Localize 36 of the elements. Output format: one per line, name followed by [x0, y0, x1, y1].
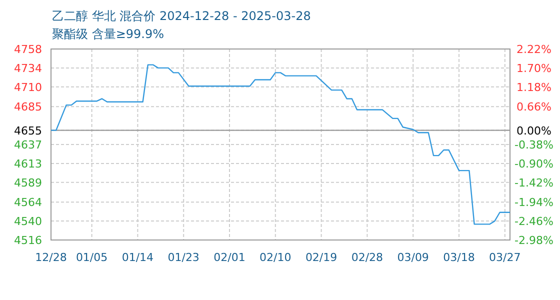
y-tick-label: 4516	[14, 234, 42, 247]
x-tick-label: 01/23	[168, 251, 200, 264]
y-tick-label: 4685	[14, 100, 42, 114]
x-tick-label: 02/01	[214, 251, 246, 264]
y-tick-label: 4655	[14, 124, 42, 138]
y-tick-label: 4734	[14, 62, 42, 75]
y2-tick-label: -1.94%	[514, 196, 554, 209]
y2-tick-label: 1.70%	[516, 62, 552, 76]
y2-tick-label: -1.42%	[514, 176, 554, 190]
y-tick-label: 4564	[14, 196, 42, 210]
y-tick-label: 4637	[14, 138, 42, 152]
y-tick-label: 4758	[14, 43, 42, 56]
x-tick-label: 12/28	[35, 251, 67, 264]
y-tick-label: 4710	[14, 80, 42, 94]
x-tick-label: 01/05	[76, 251, 108, 264]
line-series	[50, 64, 511, 225]
y2-tick-label: -2.46%	[514, 214, 554, 228]
x-tick-label: 03/09	[397, 251, 429, 264]
x-tick-label: 02/28	[351, 251, 384, 264]
y2-tick-label: 0.00%	[516, 124, 552, 138]
chart-subtitle: 聚酯级 含量≥99.9%	[52, 27, 164, 41]
y2-tick-label: 2.22%	[516, 43, 552, 56]
x-tick-label: 01/14	[122, 251, 154, 264]
y2-tick-label: 0.66%	[516, 100, 552, 114]
y-tick-label: 4540	[14, 215, 42, 228]
x-tick-label: 03/18	[443, 251, 475, 264]
y2-tick-label: -0.90%	[514, 158, 554, 171]
x-tick-label: 02/10	[260, 251, 292, 264]
y2-tick-label: 1.18%	[516, 81, 552, 94]
y2-tick-label: -2.98%	[514, 234, 554, 247]
x-tick-label: 03/27	[489, 251, 521, 264]
y-tick-label: 4589	[14, 176, 42, 190]
y-tick-label: 4613	[14, 157, 42, 170]
y2-tick-label: -0.38%	[514, 138, 554, 152]
chart-title: 乙二醇 华北 混合价 2024-12-28 - 2025-03-28	[52, 9, 311, 23]
x-tick-label: 02/19	[305, 251, 338, 264]
